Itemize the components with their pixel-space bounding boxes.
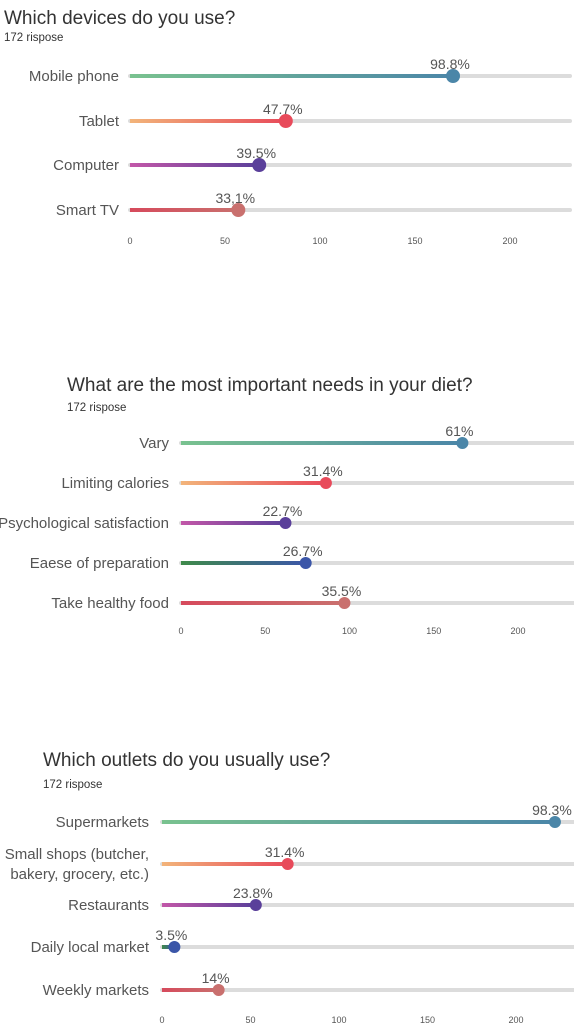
x-tick-label: 50 <box>220 236 230 246</box>
category-label: bakery, grocery, etc.) <box>10 866 149 883</box>
data-label: 39.5% <box>236 145 276 161</box>
bar <box>162 988 219 992</box>
data-label: 14% <box>202 970 230 986</box>
data-label: 31.4% <box>265 844 305 860</box>
bar <box>181 521 286 525</box>
chart-title: What are the most important needs in you… <box>67 375 473 396</box>
x-tick-label: 100 <box>331 1015 346 1024</box>
data-label: 3.5% <box>155 927 187 943</box>
category-label: Supermarkets <box>56 814 149 831</box>
bar <box>130 74 453 78</box>
category-label: Eaese of preparation <box>30 555 169 572</box>
chart-subtitle: 172 rispose <box>67 402 126 414</box>
data-label: 98.8% <box>430 56 470 72</box>
chart-subtitle: 172 rispose <box>4 32 63 44</box>
x-tick-label: 50 <box>245 1015 255 1024</box>
data-label: 98.3% <box>532 802 572 818</box>
bar-end-dot <box>252 158 267 172</box>
data-label: 31.4% <box>303 463 343 479</box>
bar-end-dot <box>168 941 181 953</box>
x-tick-label: 0 <box>159 1015 164 1024</box>
data-label: 47.7% <box>263 101 303 117</box>
bar-end-dot <box>249 899 262 911</box>
x-tick-label: 100 <box>312 236 327 246</box>
category-label: Tablet <box>79 113 120 130</box>
data-label: 22.7% <box>263 503 303 519</box>
category-label: Computer <box>53 157 119 174</box>
x-tick-label: 150 <box>426 626 441 636</box>
bar-end-dot <box>456 437 469 449</box>
chart-2: What are the most important needs in you… <box>0 375 574 636</box>
data-label: 23.8% <box>233 885 273 901</box>
bar <box>162 862 288 866</box>
chart-1: Which devices do you use? 172 rispose 98.8… <box>4 8 572 246</box>
category-label: Daily local market <box>31 939 150 956</box>
category-label: Weekly markets <box>43 982 149 999</box>
x-tick-label: 200 <box>510 626 525 636</box>
category-label: Small shops (butcher, <box>5 846 149 863</box>
category-label: Mobile phone <box>29 68 119 85</box>
bar-end-dot <box>319 477 332 489</box>
chart-title: Which devices do you use? <box>4 8 235 29</box>
bar-end-dot <box>548 816 561 828</box>
bar <box>162 945 175 949</box>
category-label: Smart TV <box>56 202 119 219</box>
bar <box>130 208 239 212</box>
bar <box>181 601 345 605</box>
data-label: 61% <box>445 423 473 439</box>
bar <box>162 903 256 907</box>
bar <box>181 441 463 445</box>
data-label: 26.7% <box>283 543 323 559</box>
bar-end-dot <box>338 597 351 609</box>
bar-end-dot <box>446 69 460 83</box>
data-label: 35.5% <box>322 583 362 599</box>
x-tick-label: 100 <box>342 626 357 636</box>
category-label: Limiting calories <box>61 475 169 492</box>
bar <box>130 119 286 123</box>
bar-end-dot <box>231 203 246 217</box>
bar <box>181 561 306 565</box>
bar-end-dot <box>212 984 225 996</box>
bar-end-dot <box>281 858 294 870</box>
data-label: 33,1% <box>215 190 255 206</box>
category-label: Restaurants <box>68 897 149 914</box>
x-tick-label: 200 <box>502 236 517 246</box>
chart-subtitle: 172 rispose <box>43 779 102 791</box>
x-tick-label: 200 <box>508 1015 523 1024</box>
chart-title: Which outlets do you usually use? <box>43 750 330 771</box>
bar-end-dot <box>278 114 293 128</box>
x-tick-label: 50 <box>260 626 270 636</box>
chart-3: Which outlets do you usually use? 172 ris… <box>5 750 574 1024</box>
category-label: Psychological satisfaction <box>0 515 169 532</box>
category-label: Vary <box>139 435 169 452</box>
x-tick-label: 150 <box>407 236 422 246</box>
bar-end-dot <box>299 557 312 569</box>
bar <box>162 820 555 824</box>
bar-end-dot <box>279 517 292 529</box>
x-tick-label: 150 <box>420 1015 435 1024</box>
x-tick-label: 0 <box>127 236 132 246</box>
bar <box>130 163 260 167</box>
category-label: Take healthy food <box>51 595 169 612</box>
x-tick-label: 0 <box>178 626 183 636</box>
bar <box>181 481 326 485</box>
